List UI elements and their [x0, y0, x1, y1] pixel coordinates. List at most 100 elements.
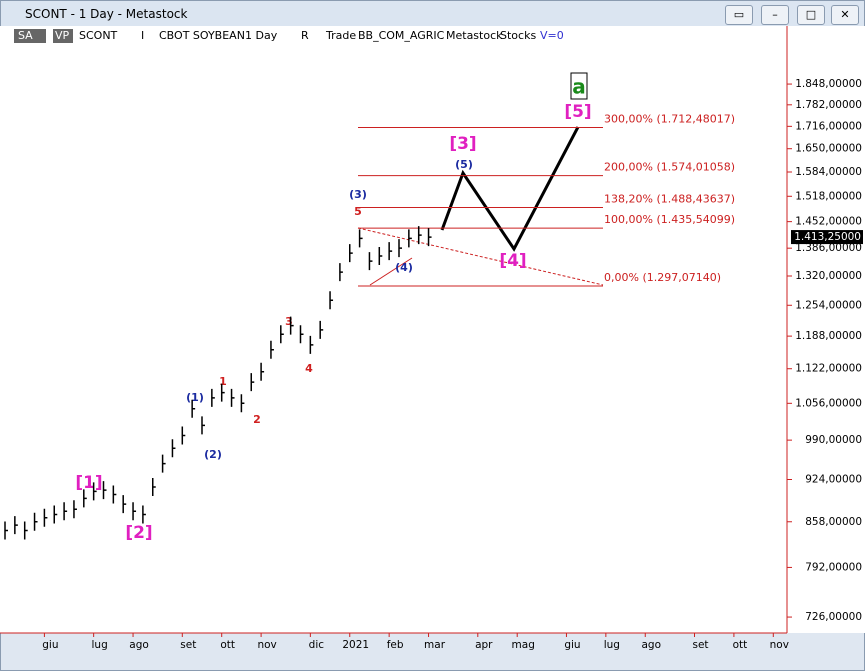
price-bar: [53, 505, 58, 524]
wave-label: 1: [219, 375, 227, 388]
y-tick-label: 1.518,00000: [795, 190, 862, 202]
tool-label: CBOT SOYBEAN: [159, 29, 245, 42]
tool-label: Stocks: [500, 29, 536, 42]
x-tick-label: ago: [129, 639, 149, 651]
x-tick-label: giu: [42, 639, 58, 651]
price-bar: [171, 439, 176, 458]
x-tick-label: lug: [604, 639, 620, 651]
price-bar: [181, 426, 186, 445]
y-tick-label: 1.122,00000: [795, 363, 862, 375]
x-tick-label: ott: [220, 639, 235, 651]
price-bar: [132, 502, 137, 521]
price-bar: [14, 516, 18, 535]
price-bar: [339, 263, 343, 282]
tool-button[interactable]: [53, 29, 73, 43]
y-tick-label: 1.320,00000: [795, 270, 862, 282]
price-bar: [211, 388, 215, 407]
fib-label: 200,00% (1.574,01058): [604, 161, 735, 174]
window-title: SCONT - 1 Day - Metastock: [25, 7, 188, 21]
y-tick-label: 1.254,00000: [795, 299, 862, 311]
price-bar: [427, 228, 432, 247]
wave-label: (1): [186, 391, 204, 404]
x-tick-label: feb: [387, 639, 404, 651]
price-bar: [309, 335, 314, 354]
minimize-button[interactable]: –: [761, 5, 789, 25]
price-bar: [23, 521, 28, 540]
tool-label[interactable]: I: [141, 29, 144, 42]
close-button[interactable]: ✕: [831, 5, 859, 25]
tool-label: Trade: [325, 29, 356, 42]
wave-label: [3]: [449, 134, 476, 154]
tool-label: Metastock: [446, 29, 503, 42]
price-bar: [161, 454, 166, 473]
price-bar: [102, 481, 107, 500]
price-bar: [398, 239, 402, 258]
tool-label: BB_COM_AGRIC: [358, 29, 445, 42]
price-bar: [112, 485, 117, 504]
price-bar: [152, 477, 156, 496]
wave-label: [4]: [499, 251, 526, 271]
y-tick-label: 726,00000: [805, 611, 862, 623]
tool-label: VP: [55, 29, 70, 42]
wave-label: [2]: [125, 523, 152, 543]
fib-label: 0,00% (1.297,07140): [604, 271, 721, 284]
y-tick-label: 990,00000: [805, 434, 862, 446]
x-tick-label: nov: [257, 639, 276, 651]
y-tick-label: 1.848,00000: [795, 78, 862, 90]
chart: SA VP SCONT I CBOT SOYBEAN 1 Day R Trade…: [0, 26, 865, 651]
price-bar: [349, 244, 353, 263]
price-bar: [92, 482, 97, 501]
fib-label: 300,00% (1.712,48017): [604, 113, 735, 126]
x-tick-label: mag: [512, 639, 535, 651]
x-tick-label: giu: [564, 639, 580, 651]
price-bar: [388, 242, 393, 261]
x-tick-label: apr: [475, 639, 493, 651]
price-bar: [191, 399, 196, 418]
x-tick-label: 2021: [342, 639, 369, 651]
y-tick-label: 1.056,00000: [795, 397, 862, 409]
x-tick-label: lug: [92, 639, 108, 651]
tool-label: SCONT: [79, 29, 118, 42]
wave-label: 5: [354, 205, 362, 218]
price-bar: [43, 508, 48, 527]
last-price-box: [791, 230, 863, 245]
restore-button[interactable]: ▭: [725, 5, 753, 25]
price-bar: [122, 495, 127, 514]
wave-label: (3): [349, 188, 367, 201]
y-axis-area: [787, 26, 865, 633]
last-price-label: 1.413,25000: [794, 231, 861, 243]
price-bar: [289, 316, 294, 335]
maximize-button[interactable]: □: [797, 5, 825, 25]
y-tick-label: 1.782,00000: [795, 99, 862, 111]
price-bar: [230, 388, 235, 407]
price-bar: [358, 229, 363, 248]
y-tick-label: 1.188,00000: [795, 330, 862, 342]
wave-label: (5): [455, 158, 473, 171]
y-tick-label: 858,00000: [805, 516, 862, 528]
price-bar: [270, 340, 274, 359]
wave-label: [5]: [564, 102, 591, 122]
y-tick-label: 1.386,00000: [795, 242, 862, 254]
wave-label: 3: [285, 315, 293, 328]
tool-button[interactable]: [14, 29, 46, 43]
y-tick-label: 1.650,00000: [795, 143, 862, 155]
y-tick-label: 924,00000: [805, 473, 862, 485]
x-tick-label: ago: [641, 639, 661, 651]
label-box: [570, 72, 588, 100]
price-bar: [260, 362, 265, 381]
tool-label: 1 Day: [245, 29, 278, 42]
wave-label: [1]: [75, 473, 102, 493]
price-bar: [220, 383, 225, 402]
price-bar: [408, 229, 412, 248]
tool-label[interactable]: R: [301, 29, 309, 42]
x-tick-label: dic: [309, 639, 325, 651]
price-bar: [33, 512, 38, 531]
price-bar: [201, 416, 205, 435]
x-tick-label: set: [692, 639, 708, 651]
price-bar: [280, 325, 284, 344]
price-bar: [83, 489, 87, 508]
fib-label: 100,00% (1.435,54099): [604, 213, 735, 226]
y-tick-label: 792,00000: [805, 561, 862, 573]
x-tick-label: nov: [770, 639, 789, 651]
trend-line: [369, 257, 413, 286]
